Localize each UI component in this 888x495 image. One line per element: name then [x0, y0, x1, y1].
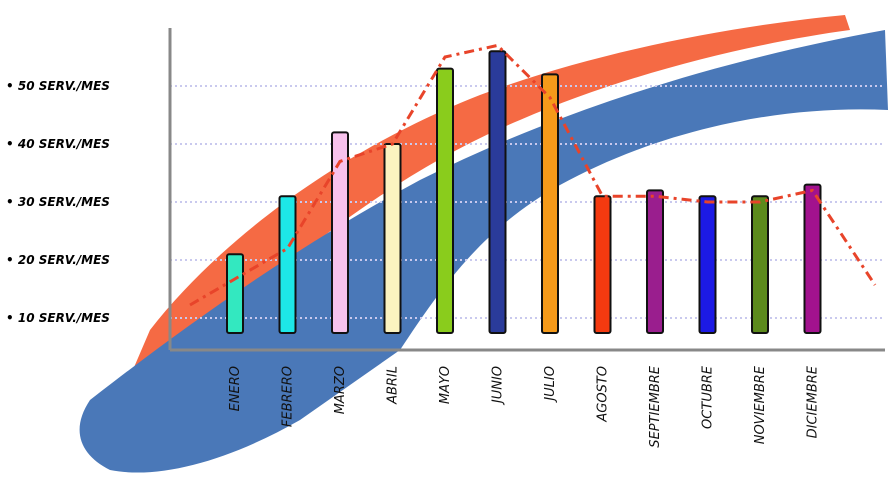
bar [331, 131, 349, 334]
y-tick-label: • 50 SERV./MES [6, 79, 110, 93]
trend-line [189, 43, 877, 307]
bar [278, 195, 297, 334]
x-tick-label: FEBRERO [281, 366, 296, 427]
x-tick-label: DICIEMBRE [806, 365, 821, 438]
bar [698, 195, 717, 334]
y-tick-label: • 10 SERV./MES [6, 311, 110, 325]
bars [226, 50, 822, 335]
bar [383, 143, 402, 334]
x-tick-label: JULIO [543, 366, 558, 404]
y-tick-labels: • 10 SERV./MES • 20 SERV./MES • 30 SERV./M… [6, 79, 110, 325]
x-tick-label: ABRIL [386, 366, 401, 405]
x-tick-label: NOVIEMBRE [753, 365, 768, 444]
x-tick-label: ENERO [228, 366, 243, 411]
x-tick-label: MAYO [438, 366, 453, 404]
x-tick-label: AGOSTO [596, 366, 611, 423]
bar [646, 189, 664, 334]
bar [541, 73, 559, 335]
y-tick-label: • 20 SERV./MES [6, 253, 110, 267]
x-tick-label: OCTUBRE [701, 365, 716, 429]
trend-line-group [189, 43, 877, 307]
bar [803, 183, 822, 334]
blue-brush-stroke [79, 30, 888, 473]
axes [168, 28, 885, 352]
bar [226, 253, 244, 334]
bar [488, 50, 507, 334]
y-tick-label: • 40 SERV./MES [6, 137, 110, 151]
bar [593, 195, 612, 334]
brush-stroke-backdrop [79, 15, 888, 473]
bar [436, 67, 454, 334]
x-tick-label: SEPTIEMBRE [648, 365, 663, 447]
bar [751, 195, 769, 334]
x-tick-labels: ENERO FEBRERO MARZO ABRIL MAYO JUNIO JULIO AGOS… [228, 365, 821, 447]
y-tick-label: • 30 SERV./MES [6, 195, 110, 209]
x-tick-label: JUNIO [491, 366, 506, 406]
x-tick-label: MARZO [333, 366, 348, 414]
